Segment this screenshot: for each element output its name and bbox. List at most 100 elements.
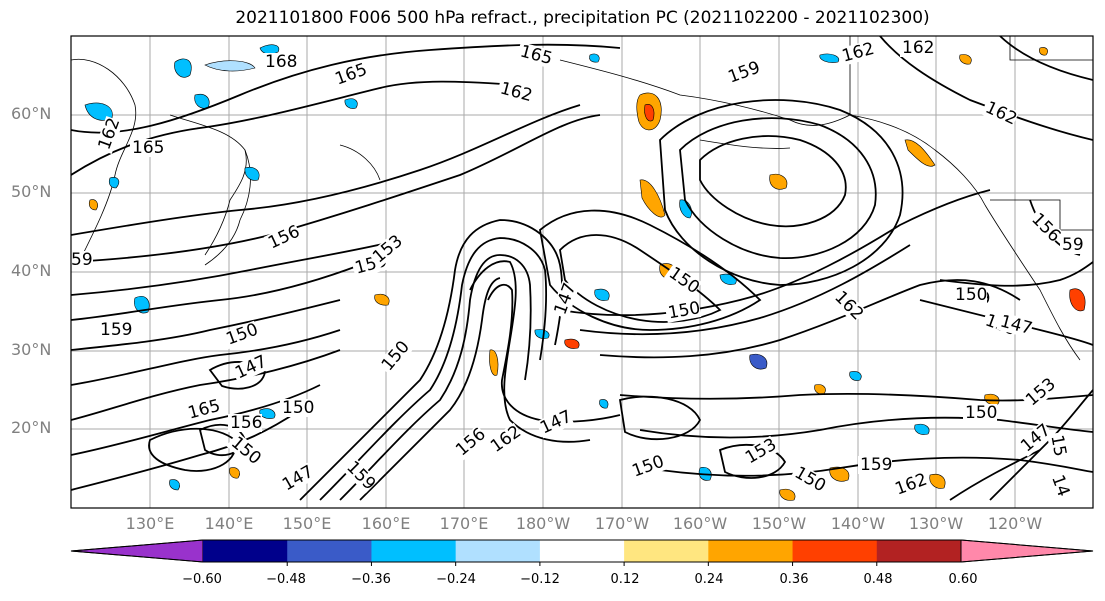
map-frame xyxy=(70,35,1094,509)
contour-label-bg xyxy=(280,399,314,417)
lon-label-160w: 160°W xyxy=(672,514,728,533)
contour-label-bg xyxy=(516,41,554,69)
contour-label-bg xyxy=(277,462,317,496)
colorbar-cell xyxy=(371,540,457,562)
contour-label-bg xyxy=(627,452,667,482)
lon-label-160e: 160°E xyxy=(361,514,411,533)
contour-label: 165 xyxy=(132,138,164,158)
colorbar-cell xyxy=(539,540,625,562)
colorbar-cell xyxy=(455,540,541,562)
lat-label-40: 40°N xyxy=(11,261,52,280)
colorbar-tick-label: 0.60 xyxy=(948,572,978,587)
contour-label-bg xyxy=(829,286,867,324)
colorbar-tick-label: 0.36 xyxy=(779,572,809,587)
contour-label-bg xyxy=(230,352,270,384)
colorbar-tick-label: 0.48 xyxy=(863,572,893,587)
contour-label-bg xyxy=(900,39,934,57)
contour-label-bg xyxy=(890,470,930,500)
contour-label-bg xyxy=(263,53,297,71)
contour-label-bg xyxy=(664,299,702,323)
contour-label: 159 xyxy=(860,455,892,475)
precip-negative xyxy=(84,44,930,491)
contour-label: 162 xyxy=(902,38,934,58)
lon-label-140w: 140°W xyxy=(830,514,886,533)
contour-label-bg xyxy=(953,286,987,304)
contour-label-bg xyxy=(789,462,829,496)
colorbar-cell xyxy=(624,540,709,562)
lon-label-170e: 170°E xyxy=(439,514,489,533)
colorbar-cell xyxy=(876,540,962,562)
colorbar-tick-label: −0.24 xyxy=(436,572,476,587)
contour-label-bg xyxy=(740,435,780,469)
contour-label-bg xyxy=(228,414,262,432)
colorbar-cell xyxy=(708,540,794,562)
contour-label-bg xyxy=(550,280,580,320)
lat-label-20: 20°N xyxy=(11,418,52,437)
colorbar-extend-low xyxy=(70,539,204,563)
contour-label-bg xyxy=(723,58,763,88)
contour-label-bg xyxy=(98,321,132,339)
colorbar-tick-label: −0.48 xyxy=(266,572,306,587)
colorbar-cell xyxy=(287,540,372,562)
colorbar-tick-label: −0.12 xyxy=(520,572,560,587)
colorbar-tick-label: 0.12 xyxy=(610,572,640,587)
contour-label-bg xyxy=(496,78,534,106)
graticule xyxy=(71,36,1093,508)
lon-label-150w: 150°W xyxy=(751,514,807,533)
contour-label-bg xyxy=(94,115,124,155)
lon-label-170w: 170°W xyxy=(594,514,650,533)
lon-label-130w: 130°W xyxy=(908,514,964,533)
contour-label: 59 xyxy=(71,250,93,270)
contour-label-bg xyxy=(858,456,892,474)
colorbar-tick-label: 0.24 xyxy=(694,572,724,587)
lat-label-60: 60°N xyxy=(11,104,52,123)
contour-label-bg xyxy=(368,232,406,268)
colorbar-tick-label: −0.36 xyxy=(351,572,391,587)
contour-label-bg xyxy=(1016,421,1054,457)
contour-label: 15 xyxy=(1046,433,1069,458)
contour-label-bg xyxy=(263,222,303,254)
colorbar xyxy=(70,539,1094,566)
contour-label-bg xyxy=(535,407,575,439)
contour-label-bg xyxy=(1047,431,1069,459)
colorbar-outline xyxy=(70,539,1094,563)
lon-label-180w: 180°W xyxy=(515,514,571,533)
contour-label-bg xyxy=(963,404,997,422)
lon-label-150e: 150°E xyxy=(282,514,332,533)
contour-label-bg xyxy=(838,39,876,67)
contour-label-bg xyxy=(341,456,379,494)
contour-label-bg xyxy=(226,432,264,468)
contour-label-bg xyxy=(130,139,164,157)
contour-label: 59 xyxy=(1062,235,1084,255)
colorbar-cell xyxy=(203,540,288,562)
contour-label-bg xyxy=(1026,208,1064,246)
contour-label-bg xyxy=(1047,470,1073,500)
contour-label: 159 xyxy=(100,320,132,340)
lat-label-50: 50°N xyxy=(11,182,52,201)
colorbar-extend-high xyxy=(960,539,1094,563)
contour-label-bg xyxy=(1021,375,1059,411)
contour-label: 156 xyxy=(230,413,262,433)
contour-label-bg xyxy=(485,422,525,458)
contour-label-bg xyxy=(980,97,1020,129)
contour-label-bg xyxy=(451,425,489,461)
contour-label-bg xyxy=(184,396,222,424)
lon-label-120w: 120°W xyxy=(987,514,1043,533)
colorbar-tick-label: −0.60 xyxy=(182,572,222,587)
lon-label-140e: 140°E xyxy=(204,514,254,533)
map-title: 2021101800 F006 500 hPa refract., precip… xyxy=(235,8,930,28)
contour-label: 150 xyxy=(955,285,987,305)
contour-label: 168 xyxy=(265,52,297,72)
contour-label: 150 xyxy=(965,403,997,423)
contour-label-bg xyxy=(221,320,261,350)
precip-positive xyxy=(88,47,1086,501)
contour-label-bg xyxy=(330,60,370,90)
contour-label-bg xyxy=(71,251,93,269)
contour-label-bg xyxy=(377,338,413,376)
contour-label-bg xyxy=(663,262,703,298)
contour-label-bg xyxy=(1060,236,1084,254)
lat-label-30: 30°N xyxy=(11,340,52,359)
